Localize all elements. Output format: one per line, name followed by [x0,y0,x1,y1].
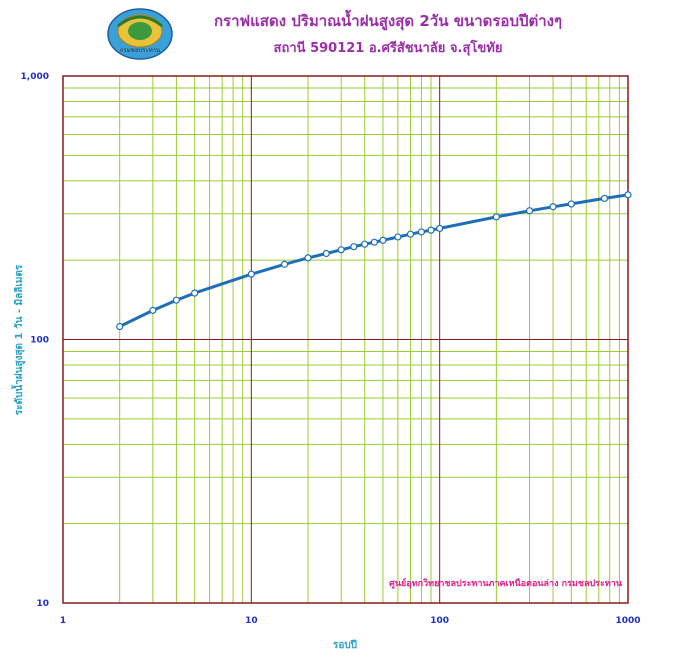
data-point [350,243,358,251]
data-point [304,254,312,262]
data-point [337,246,345,254]
data-point [247,270,255,278]
x-tick-labels: 1 10 100 1000 [60,616,641,626]
x-tick-label: 1000 [615,616,640,626]
x-tick-label: 100 [430,616,449,626]
data-point [322,249,330,258]
x-tick-label: 1 [60,616,66,626]
data-point [549,203,557,211]
chart-subtitle: สถานี 590121 อ.ศรีสัชนาลัย จ.สุโขทัย [274,39,503,56]
series-line [119,193,629,328]
data-point [427,226,435,234]
y-tick-label: 10 [36,599,49,609]
data-point [417,228,426,236]
y-axis-label: ระดับน้ำฝนสูงสุด 1 วัน - มิลลิเมตร [11,264,26,415]
data-point [191,289,199,297]
data-point [370,238,378,246]
source-annotation: ศูนย์อุทกวิทยาชลประทานภาคเหนือตอนล่าง กร… [389,577,623,589]
data-point [394,233,402,241]
y-tick-label: 1,000 [21,72,49,82]
data-point [624,191,632,199]
data-point [149,306,157,314]
y-tick-label: 100 [30,336,49,346]
x-axis-label: รอบปี [333,639,357,651]
x-tick-label: 10 [245,616,258,626]
data-point [379,236,387,244]
data-point [280,260,289,268]
data-point [525,207,534,215]
major-gridlines [63,76,628,603]
data-point [567,200,575,208]
logo: กรมชลประทาน [107,8,173,60]
data-point [436,224,444,233]
chart-title: กราฟแสดง ปริมาณน้ำฝนสูงสุด 2วัน ขนาดรอบป… [214,9,562,31]
logo-text: กรมชลประทาน [120,47,160,54]
data-point [172,296,180,304]
data-point [116,322,124,331]
plot-frame [62,75,629,604]
data-point [492,213,500,221]
series-layer [116,191,632,331]
data-point [406,230,415,238]
data-point [600,194,609,203]
data-point [361,240,369,248]
y-tick-labels: 10 100 1,000 [21,72,49,609]
